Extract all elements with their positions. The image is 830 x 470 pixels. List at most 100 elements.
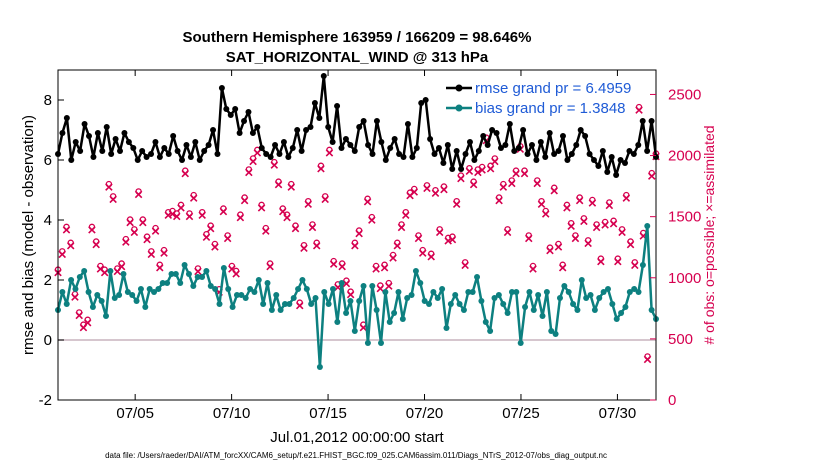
- rmse-point: [458, 166, 465, 172]
- rmse-point: [187, 154, 194, 160]
- rmse-point: [117, 148, 124, 154]
- obs-assimilated-marker: [194, 267, 202, 276]
- rmse-point: [418, 100, 425, 106]
- rmse-point: [639, 118, 646, 124]
- obs-assimilated-marker: [122, 238, 130, 246]
- obs-assimilated-marker: [440, 185, 448, 194]
- obs-assimilated-marker: [431, 189, 440, 197]
- obs-assimilated-marker: [202, 233, 211, 241]
- rmse-point: [413, 145, 420, 151]
- obs-assimilated-marker: [75, 311, 83, 320]
- bias-point: [347, 298, 354, 304]
- rmse-point: [577, 127, 584, 133]
- rmse-point: [595, 163, 602, 169]
- bias-point: [526, 289, 533, 295]
- bias-point: [382, 289, 389, 295]
- rmse-point: [170, 133, 177, 139]
- bias-point: [325, 301, 332, 307]
- obs-assimilated-marker: [588, 199, 597, 207]
- bias-point: [574, 307, 581, 313]
- rmse-point: [617, 157, 624, 163]
- rmse-point: [143, 154, 150, 160]
- obs-assimilated-marker: [198, 211, 206, 219]
- rmse-point: [391, 136, 398, 142]
- rmse-point: [280, 139, 287, 145]
- bias-point: [273, 292, 280, 298]
- chart-title-line1: Southern Hemisphere 163959 / 166209 = 98…: [183, 29, 532, 46]
- rmse-point: [179, 157, 186, 163]
- bias-point: [194, 274, 201, 280]
- bias-point: [556, 295, 563, 301]
- obs-assimilated-marker: [100, 268, 109, 277]
- rmse-point: [502, 142, 509, 148]
- bias-point: [308, 301, 315, 307]
- rmse-point: [294, 127, 301, 133]
- rmse-point: [542, 154, 549, 160]
- rmse-point: [444, 142, 451, 148]
- obs-assimilated-marker: [609, 220, 618, 228]
- obs-assimilated-marker: [643, 355, 652, 364]
- rmse-point: [285, 154, 292, 160]
- obs-assimilated-marker: [88, 226, 96, 234]
- rmse-point: [241, 118, 248, 124]
- obs-assimilated-marker: [435, 228, 444, 237]
- rmse-point: [400, 154, 407, 160]
- bias-point: [172, 271, 179, 277]
- rmse-point: [409, 154, 416, 160]
- bias-point: [452, 292, 459, 298]
- obs-assimilated-marker: [240, 196, 249, 205]
- bias-point: [465, 289, 472, 295]
- rmse-point: [152, 139, 159, 145]
- rmse-point: [267, 154, 274, 160]
- rmse-point: [546, 130, 553, 136]
- x-tick-label: 07/10: [213, 405, 251, 422]
- rmse-point: [404, 121, 411, 127]
- y-right-tick-label: 500: [668, 331, 693, 348]
- obs-assimilated-marker: [92, 240, 100, 249]
- obs-assimilated-marker: [160, 249, 168, 257]
- rmse-point: [303, 127, 310, 133]
- bias-point: [517, 340, 524, 346]
- bias-point: [583, 295, 590, 301]
- obs-assimilated-marker: [380, 264, 389, 272]
- bias-point: [290, 295, 297, 301]
- bias-point: [631, 286, 638, 292]
- obs-assimilated-marker: [143, 235, 151, 244]
- obs-assimilated-marker: [448, 235, 457, 244]
- obs-assimilated-marker: [571, 234, 580, 243]
- y-tick-label: 2: [44, 272, 52, 289]
- chart-title-line2: SAT_HORIZONTAL_WIND @ 313 hPa: [226, 49, 489, 66]
- bias-point: [89, 304, 96, 310]
- bias-point: [216, 301, 223, 307]
- rmse-point: [236, 130, 243, 136]
- bias-point: [255, 277, 262, 283]
- bias-point: [587, 292, 594, 298]
- rmse-point: [626, 148, 633, 154]
- bias-point: [613, 316, 620, 322]
- rmse-point: [449, 166, 456, 172]
- rmse-point: [511, 148, 518, 154]
- rmse-point: [613, 172, 620, 178]
- rmse-point: [227, 112, 234, 118]
- rmse-point: [644, 148, 651, 154]
- rmse-point: [192, 139, 199, 145]
- bias-point: [124, 289, 131, 295]
- bias-point: [491, 295, 498, 301]
- rmse-point: [232, 106, 239, 112]
- bias-point: [482, 319, 489, 325]
- rmse-point: [497, 145, 504, 151]
- rmse-point: [515, 145, 522, 151]
- bias-point: [495, 292, 502, 298]
- obs-assimilated-marker: [287, 183, 296, 191]
- bias-point: [430, 289, 437, 295]
- obs-assimilated-marker: [385, 282, 393, 290]
- obs-assimilated-marker: [486, 165, 495, 173]
- bias-point: [129, 292, 136, 298]
- bias-point: [609, 301, 616, 307]
- obs-assimilated-marker: [321, 195, 329, 204]
- rmse-point: [108, 151, 115, 157]
- rmse-point: [466, 139, 473, 145]
- plot-frame: [57, 69, 657, 401]
- obs-assimilated-marker: [618, 228, 626, 237]
- rmse-point: [329, 139, 336, 145]
